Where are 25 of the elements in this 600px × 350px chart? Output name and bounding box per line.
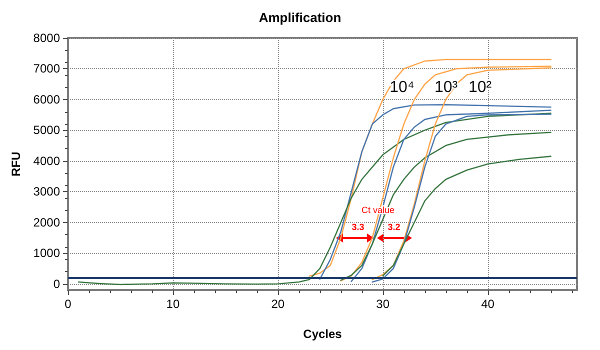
y-tick-label: 3000: [33, 184, 60, 199]
y-tick-label: 4000: [33, 154, 60, 168]
y-tick-label: 0: [53, 276, 60, 291]
annotation: 10²: [468, 79, 492, 96]
line-series: [308, 58, 552, 277]
x-tick-label: 20: [271, 297, 285, 311]
line-series: [340, 132, 552, 281]
x-tick-label: 40: [481, 297, 495, 311]
annotation: 3.2: [388, 222, 400, 232]
x-tick-label: 10: [166, 297, 180, 311]
x-tick-label: 0: [64, 297, 72, 311]
y-axis-title: RFU: [9, 152, 23, 176]
chart-title: Amplification: [258, 10, 342, 25]
x-tick-label: 30: [376, 297, 390, 311]
annotation: 3.3: [352, 222, 364, 232]
y-tick-label: 5000: [33, 123, 60, 138]
y-tick-label: 6000: [33, 92, 60, 106]
y-tick-label: 1000: [33, 246, 60, 260]
x-axis-title: Cycles: [303, 327, 342, 341]
line-series: [319, 104, 552, 280]
y-tick-label: 2000: [33, 215, 60, 230]
line-series: [78, 112, 552, 286]
annotation: 10⁴: [390, 79, 414, 96]
y-tick-label: 8000: [33, 31, 60, 45]
y-tick-label: 7000: [33, 62, 60, 76]
